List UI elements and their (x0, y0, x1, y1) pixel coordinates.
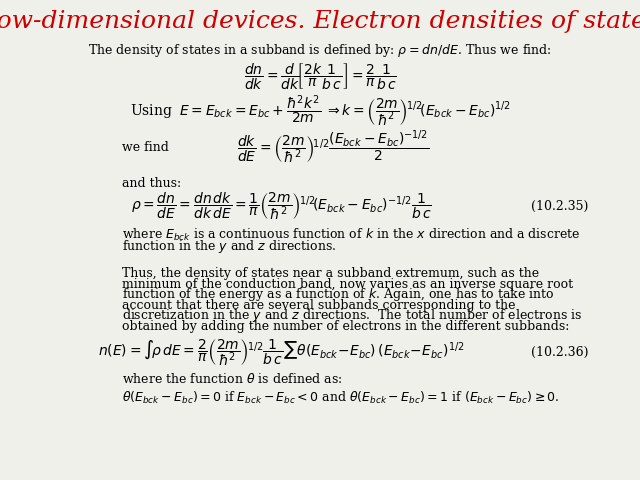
Text: discretization in the $y$ and $z$ directions.  The total number of electrons is: discretization in the $y$ and $z$ direct… (122, 307, 582, 324)
Text: Thus, the density of states near a subband extremum, such as the: Thus, the density of states near a subba… (122, 267, 539, 280)
Text: function in the $y$ and $z$ directions.: function in the $y$ and $z$ directions. (122, 238, 336, 255)
Text: we find: we find (122, 141, 168, 154)
Text: $\dfrac{dn}{dk} = \dfrac{d}{dk}\!\left[\dfrac{2k}{\pi}\dfrac{1}{b\,c}\right] = \: $\dfrac{dn}{dk} = \dfrac{d}{dk}\!\left[\… (243, 61, 397, 92)
Text: (10.2.36): (10.2.36) (531, 346, 589, 360)
Text: (10.2.35): (10.2.35) (531, 200, 589, 213)
Text: $\rho = \dfrac{dn}{dE} = \dfrac{dn}{dk}\dfrac{dk}{dE} = \dfrac{1}{\pi}\left(\dfr: $\rho = \dfrac{dn}{dE} = \dfrac{dn}{dk}\… (131, 191, 432, 222)
Text: minimum of the conduction band, now varies as an inverse square root: minimum of the conduction band, now vari… (122, 277, 573, 291)
Text: Using $\; E = E_{bck} = E_{bc} + \dfrac{\hbar^2 k^2}{2m} \;\Rightarrow k = \left: Using $\; E = E_{bck} = E_{bc} + \dfrac{… (129, 94, 511, 129)
Text: $\dfrac{dk}{dE} = \left(\dfrac{2m}{\hbar^2}\right)^{\!1/2}\dfrac{(E_{bck} - E_{b: $\dfrac{dk}{dE} = \left(\dfrac{2m}{\hbar… (237, 128, 429, 167)
Text: $n(E) = \int\!\rho\,dE = \dfrac{2}{\pi}\left(\dfrac{2m}{\hbar^2}\right)^{\!1/2}\: $n(E) = \int\!\rho\,dE = \dfrac{2}{\pi}\… (99, 337, 465, 368)
Text: account that there are several subbands corresponding to the: account that there are several subbands … (122, 299, 515, 312)
Text: where $E_{bck}$ is a continuous function of $k$ in the $x$ direction and a discr: where $E_{bck}$ is a continuous function… (122, 227, 580, 243)
Text: Low-dimensional devices. Electron densities of states: Low-dimensional devices. Electron densit… (0, 10, 640, 33)
Text: function of the energy as a function of $k$. Again, one has to take into: function of the energy as a function of … (122, 286, 554, 303)
Text: $\theta(E_{bck} - E_{bc}) = 0$ if $E_{bck} - E_{bc} < 0$ and $\theta(E_{bck} - E: $\theta(E_{bck} - E_{bc}) = 0$ if $E_{bc… (122, 390, 559, 407)
Text: where the function $\theta$ is defined as:: where the function $\theta$ is defined a… (122, 372, 342, 386)
Text: and thus:: and thus: (122, 177, 180, 190)
Text: The density of states in a subband is defined by: $\rho = dn/dE$. Thus we find:: The density of states in a subband is de… (88, 42, 552, 59)
Text: obtained by adding the number of electrons in the different subbands:: obtained by adding the number of electro… (122, 320, 569, 333)
